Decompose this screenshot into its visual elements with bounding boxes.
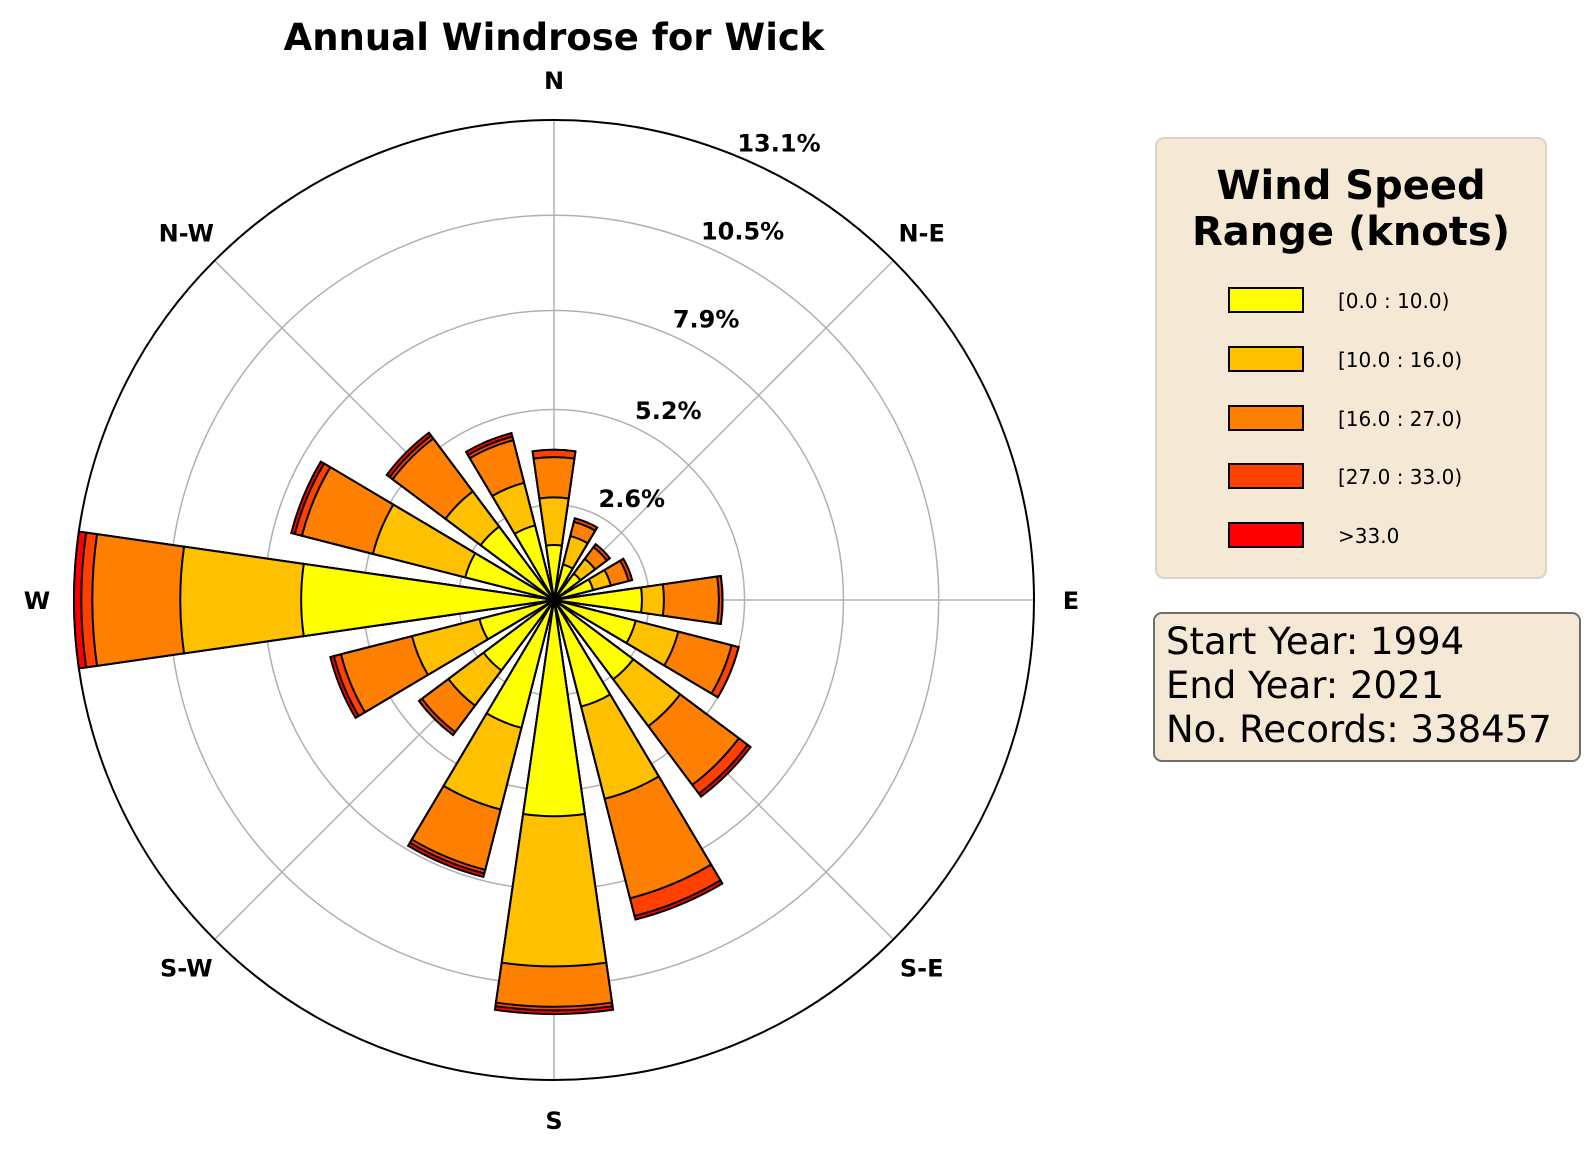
windrose-bars xyxy=(73,431,752,1015)
wedge-sector-4-bin-1 xyxy=(553,586,643,614)
legend-item-bin-1: [0.0 : 10.0) xyxy=(1228,285,1528,315)
direction-label-n-w: N-W xyxy=(159,219,214,247)
legend-title: Wind Speed Range (knots) xyxy=(1191,163,1510,255)
start-year-text: Start Year: 1994 xyxy=(1166,620,1465,663)
radial-tick-label: 10.5% xyxy=(701,218,784,246)
legend-item-bin-4: [27.0 : 33.0) xyxy=(1228,461,1528,491)
direction-label-n: N xyxy=(544,67,564,95)
record-count-text: No. Records: 338457 xyxy=(1166,708,1552,751)
legend-swatch xyxy=(1228,346,1304,372)
wedge-sector-10-bin-1 xyxy=(482,599,555,672)
direction-label-e: E xyxy=(1063,587,1079,615)
legend-label: [27.0 : 33.0) xyxy=(1338,465,1463,489)
wedge-sector-0-bin-1 xyxy=(545,544,563,601)
legend-swatch xyxy=(1228,463,1304,489)
radial-tick-label: 2.6% xyxy=(599,485,666,513)
wedge-sector-8-bin-1 xyxy=(522,599,586,818)
chart-title: Annual Windrose for Wick xyxy=(284,16,826,59)
wedge-sector-5-bin-1 xyxy=(553,599,637,645)
end-year-text: End Year: 2021 xyxy=(1166,664,1445,707)
wedge-sector-3-bin-1 xyxy=(553,578,595,601)
direction-label-n-e: N-E xyxy=(898,219,944,247)
legend-item-bin-2: [10.0 : 16.0) xyxy=(1228,344,1528,374)
axis-labels: N N-E E S-E S S-W W N-W 2.6% 5.2% 7.9% 10.5% 13.1% xyxy=(24,67,1079,1135)
radial-tick-label: 5.2% xyxy=(635,397,702,425)
radial-gridline xyxy=(553,260,894,601)
radial-tick-label: 13.1% xyxy=(737,130,820,158)
legend-swatch xyxy=(1228,522,1304,548)
direction-label-s-e: S-E xyxy=(900,955,944,983)
wedge-sector-9-bin-1 xyxy=(485,599,555,730)
legend-item-bin-5: >33.0 xyxy=(1228,520,1528,550)
legend-swatch xyxy=(1228,287,1304,313)
legend-label: >33.0 xyxy=(1338,524,1400,548)
legend-item-bin-3: [16.0 : 27.0) xyxy=(1228,403,1528,433)
legend: Wind Speed Range (knots) [0.0 : 10.0) [1… xyxy=(1155,137,1547,579)
wedge-sector-2-bin-1 xyxy=(553,572,582,601)
wedge-sector-12-bin-1 xyxy=(300,562,555,638)
wedge-sector-13-bin-1 xyxy=(464,551,555,601)
wedge-sector-1-bin-1 xyxy=(553,563,575,601)
record-info-box: Start Year: 1994 End Year: 2021 No. Reco… xyxy=(1153,612,1581,762)
wedge-sector-6-bin-1 xyxy=(553,599,635,681)
wedge-sector-14-bin-1 xyxy=(479,525,555,601)
legend-label: [16.0 : 27.0) xyxy=(1338,407,1463,431)
direction-label-s-w: S-W xyxy=(160,955,213,983)
wedge-sector-15-bin-1 xyxy=(513,524,555,601)
direction-label-w: W xyxy=(24,587,50,615)
direction-label-s: S xyxy=(545,1107,562,1135)
wedge-sector-7-bin-1 xyxy=(553,599,612,708)
legend-label: [0.0 : 10.0) xyxy=(1338,289,1450,313)
wedge-sector-11-bin-1 xyxy=(478,599,555,641)
legend-swatch xyxy=(1228,405,1304,431)
radial-tick-label: 7.9% xyxy=(673,306,740,334)
legend-label: [10.0 : 16.0) xyxy=(1338,348,1463,372)
